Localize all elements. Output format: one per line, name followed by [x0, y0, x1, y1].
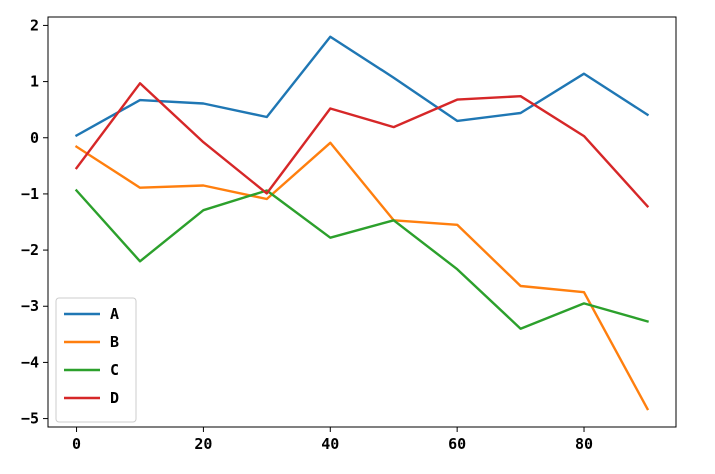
x-tick-label: 0	[72, 435, 81, 453]
x-tick-label: 40	[321, 435, 339, 453]
y-tick-label: −1	[21, 185, 39, 203]
series-line-a	[74, 35, 650, 138]
y-tick-label: 0	[30, 129, 39, 147]
x-tick-label: 80	[575, 435, 593, 453]
legend-label-c: C	[110, 361, 119, 379]
x-tick-label: 20	[194, 435, 212, 453]
y-tick-label: −3	[21, 297, 39, 315]
y-tick-label: −2	[21, 241, 39, 259]
legend-label-a: A	[110, 305, 119, 323]
legend-label-d: D	[110, 389, 119, 407]
x-tick-label: 60	[448, 435, 466, 453]
series-line-c	[74, 188, 649, 330]
series-line-b	[74, 141, 650, 411]
legend-box	[55, 297, 137, 423]
y-tick-label: −4	[21, 353, 39, 371]
y-tick-label: 2	[30, 16, 39, 34]
legend-label-b: B	[110, 333, 119, 351]
y-tick-label: 1	[30, 73, 39, 91]
y-tick-label: −5	[21, 410, 39, 428]
series-lines	[74, 35, 650, 411]
series-line-d	[74, 82, 650, 208]
plot-background	[48, 17, 676, 427]
axes: 0 20 40 60 80 2 1 0 −1 −2 −3 −4 −5	[21, 16, 593, 453]
plot-frame	[47, 16, 677, 428]
